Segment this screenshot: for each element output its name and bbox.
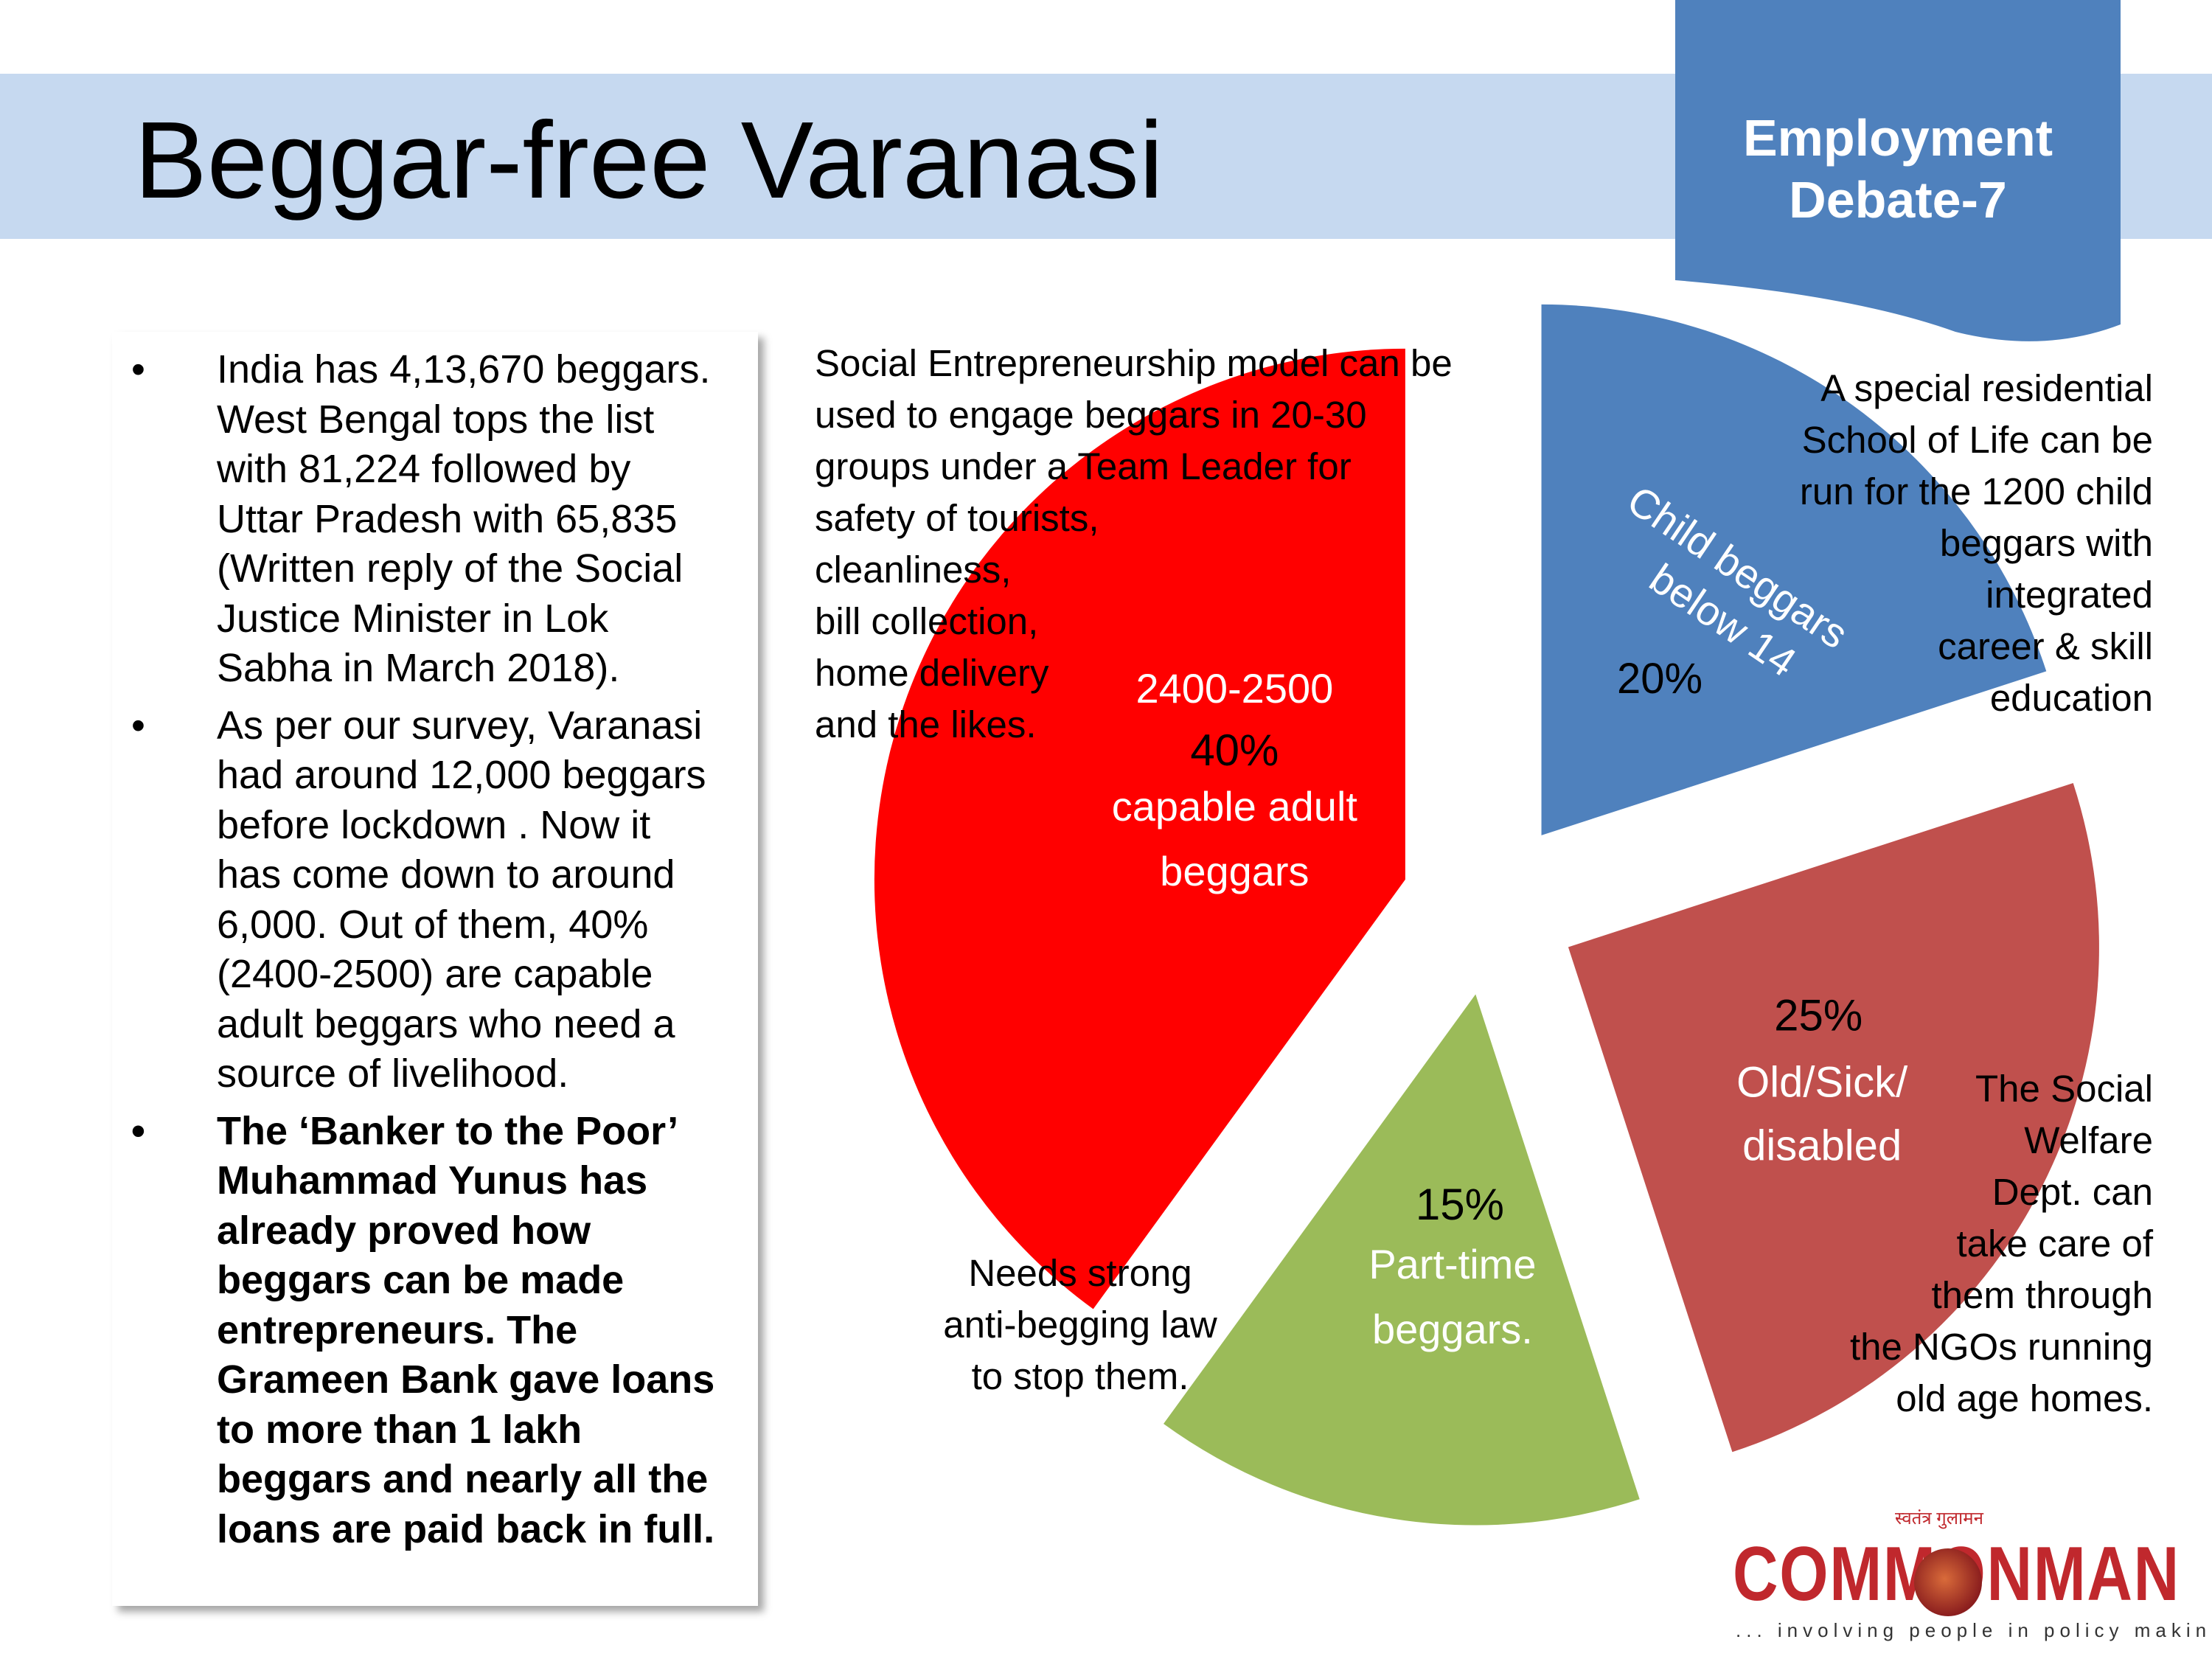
pie-slice-label: disabled	[1742, 1122, 1902, 1170]
bullet-line: already proved how	[217, 1208, 591, 1253]
note-line: A special residential	[1820, 367, 2153, 409]
note-line: run for the 1200 child	[1799, 470, 2153, 512]
pie-slice-label: Old/Sick/	[1736, 1059, 1908, 1107]
note-line: career & skill	[1938, 625, 2153, 667]
bullet-line: beggars and nearly all the	[217, 1457, 709, 1501]
bullet-line: As per our survey, Varanasi	[217, 703, 703, 748]
note-line: Dept. can	[1992, 1171, 2153, 1213]
note-line: and the likes.	[815, 703, 1037, 745]
bullet-line: source of livelihood.	[217, 1051, 569, 1096]
note-line: anti-begging law	[943, 1304, 1217, 1346]
bullet-line: (Written reply of the Social	[217, 546, 684, 591]
note-line: groups under a Team Leader for	[815, 445, 1352, 487]
bullet-line: entrepreneurs. The	[217, 1307, 578, 1352]
logo-hindi-text: स्वतंत्र गुलामन	[1895, 1509, 1983, 1528]
bullet-line: before lockdown . Now it	[217, 802, 651, 847]
pie-slice-label: 15%	[1416, 1180, 1504, 1229]
bullet-line: Muhammad Yunus has	[217, 1158, 648, 1203]
bullet-line: loans are paid back in full.	[217, 1506, 715, 1551]
bullet-line: had around 12,000 beggars	[217, 753, 706, 797]
note-line: School of Life can be	[1801, 419, 2153, 461]
ribbon-label: Employment Debate-7	[1675, 107, 2121, 231]
note-line: take care of	[1956, 1222, 2153, 1265]
pie-slice	[874, 348, 1405, 1310]
note-line: beggars with	[1939, 522, 2153, 564]
ribbon-line-1: Employment	[1742, 109, 2053, 167]
pie-slice-label: 20%	[1617, 655, 1703, 703]
bullet-line: adult beggars who need a	[217, 1001, 675, 1046]
bullet-line: to more than 1 lakh	[217, 1407, 582, 1452]
note-line: safety of tourists,	[815, 497, 1099, 539]
bullet-line: beggars can be made	[217, 1258, 625, 1302]
bullet-line: has come down to around	[217, 852, 675, 897]
note-line: the NGOs running	[1849, 1326, 2153, 1368]
note-school-of-life: A special residential School of Life can …	[1800, 363, 2153, 724]
bullet-line: The ‘Banker to the Poor’	[217, 1108, 679, 1153]
note-line: cleanliness,	[815, 549, 1012, 591]
note-social-welfare: The Social Welfare Dept. can take care of th…	[1850, 1063, 2153, 1425]
ribbon-line-2: Debate-7	[1789, 171, 2007, 229]
pie-slice-label: capable adult	[1112, 783, 1358, 830]
bullet-line: (2400-2500) are capable	[217, 952, 653, 996]
bullet-line: with 81,224 followed by	[217, 447, 631, 491]
commonman-logo: स्वतंत्र गुलामन COMMONMAN ... involving …	[1733, 1504, 2212, 1644]
pie-slice-label: 40%	[1190, 726, 1279, 775]
pie-slice-label: beggars	[1160, 848, 1309, 894]
logo-tagline: ... involving people in policy making	[1736, 1619, 2212, 1641]
note-line: Social Entrepreneurship model can be	[815, 342, 1453, 384]
note-anti-begging-law: Needs strong anti-begging law to stop them…	[929, 1248, 1231, 1402]
note-line: them through	[1931, 1274, 2153, 1316]
note-line: bill collection,	[815, 600, 1039, 642]
bullet-item: As per our survey, Varanasi had around 12…	[112, 701, 758, 1099]
bullet-item: India has 4,13,670 beggars. West Bengal t…	[112, 345, 758, 694]
pie-slice-label: 2400-2500	[1135, 665, 1333, 712]
page-title: Beggar-free Varanasi	[134, 100, 1164, 221]
note-line: Needs strong	[968, 1252, 1192, 1294]
logo-face-icon	[1914, 1548, 1982, 1616]
note-line: education	[1989, 677, 2153, 719]
bullet-panel: India has 4,13,670 beggars. West Bengal t…	[112, 332, 758, 1606]
note-line: integrated	[1986, 574, 2153, 616]
note-line: to stop them.	[971, 1355, 1189, 1397]
note-social-entrepreneurship: Social Entrepreneurship model can be used…	[815, 338, 1453, 751]
bullet-line: Sabha in March 2018).	[217, 646, 620, 690]
note-line: Welfare	[2024, 1119, 2153, 1161]
ribbon-banner	[1675, 0, 2121, 341]
note-line: home delivery	[815, 652, 1049, 694]
bullet-item: The ‘Banker to the Poor’ Muhammad Yunus h…	[112, 1107, 758, 1555]
pie-slice	[1568, 782, 2099, 1453]
pie-slice	[1541, 304, 2047, 835]
bullet-line: Justice Minister in Lok	[217, 596, 609, 641]
bullet-line: West Bengal tops the list	[217, 397, 655, 442]
note-line: old age homes.	[1896, 1377, 2153, 1419]
bullet-line: Grameen Bank gave loans	[217, 1357, 715, 1402]
pie-slice-label: beggars.	[1372, 1306, 1533, 1352]
bullet-line: 6,000. Out of them, 40%	[217, 902, 649, 947]
note-line: used to engage beggars in 20-30	[815, 394, 1367, 436]
pie-slice-label: 25%	[1774, 991, 1863, 1040]
bullet-list: India has 4,13,670 beggars. West Bengal t…	[112, 345, 758, 1562]
bullet-line: India has 4,13,670 beggars.	[217, 347, 711, 392]
pie-slice	[1164, 994, 1640, 1526]
pie-slice-label: Part-time	[1368, 1241, 1536, 1287]
bullet-line: Uttar Pradesh with 65,835	[217, 496, 678, 541]
note-line: The Social	[1975, 1068, 2153, 1110]
